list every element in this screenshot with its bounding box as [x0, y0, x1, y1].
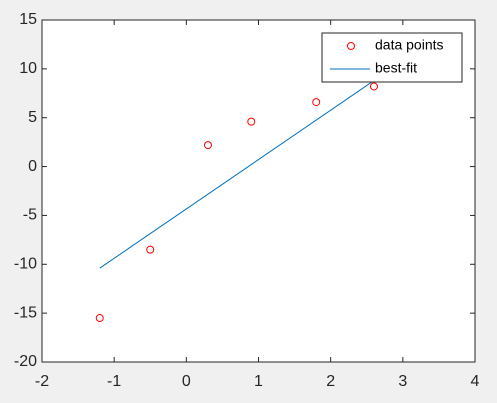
y-tick-label: 10	[19, 60, 37, 77]
legend-marker	[347, 42, 355, 50]
y-tick-label: -15	[14, 304, 37, 321]
legend: data points best-fit	[321, 32, 463, 83]
y-tick-label: 0	[28, 158, 37, 175]
y-tick-label: -20	[14, 353, 37, 370]
y-tick-label: -5	[23, 207, 37, 224]
x-tick-label: 2	[326, 373, 335, 390]
legend-label: data points	[375, 37, 444, 53]
x-tick-label: -1	[107, 373, 121, 390]
x-tick-label: -2	[35, 373, 49, 390]
data-point	[146, 245, 155, 254]
x-tick-label: 0	[182, 373, 191, 390]
fit-line	[99, 80, 375, 269]
data-point	[203, 141, 212, 150]
y-tick-label: 5	[28, 109, 37, 126]
x-tick-label: 3	[398, 373, 407, 390]
data-point	[369, 82, 378, 91]
y-tick-label: 15	[19, 11, 37, 28]
x-tick-label: 1	[254, 373, 263, 390]
y-tick-label: -10	[14, 256, 37, 273]
data-point	[312, 98, 321, 107]
x-tick-label: 4	[471, 373, 480, 390]
data-point	[247, 117, 256, 126]
legend-label: best-fit	[375, 60, 417, 76]
data-point	[95, 314, 104, 323]
legend-box	[321, 32, 463, 83]
